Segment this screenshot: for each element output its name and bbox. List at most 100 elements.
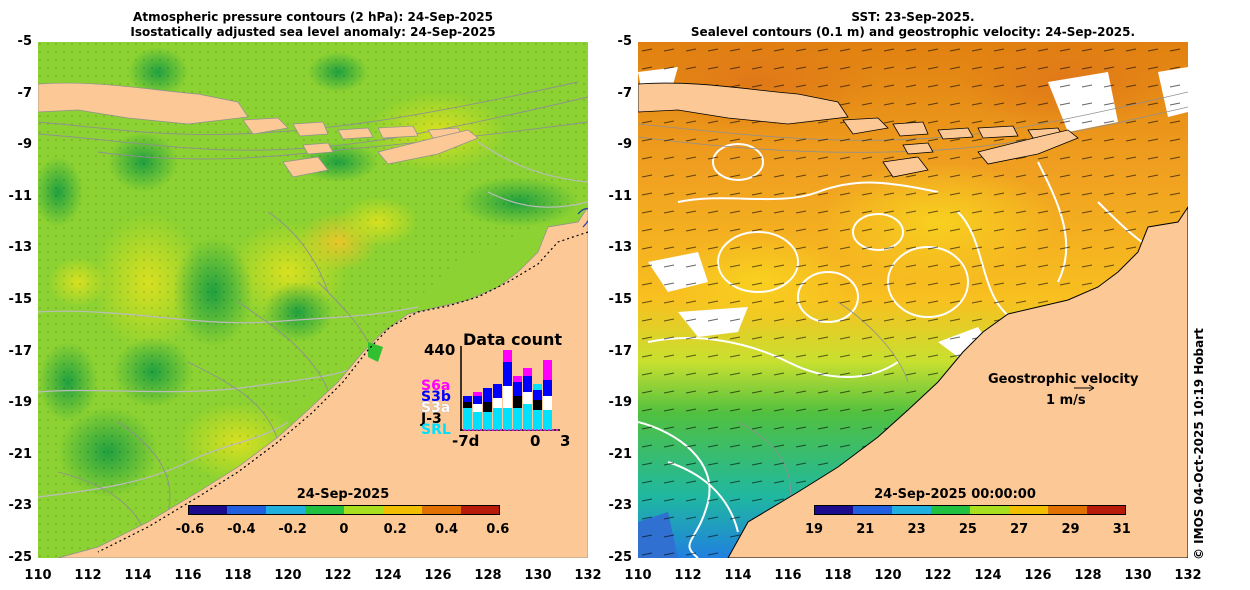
right-xtick-120: 120: [874, 568, 902, 583]
left-colorbar-tick-6: 0.6: [486, 522, 510, 537]
data-count-x-mid: 0: [530, 432, 541, 450]
right-colorbar-segment: [1048, 505, 1088, 515]
data-count-x-right: 3: [560, 432, 571, 450]
left-title-line2: Isostatically adjusted sea level anomaly…: [130, 25, 496, 39]
right-ytick-neg15: -15: [608, 292, 633, 307]
pressure-contours: [38, 141, 588, 498]
left-colorbar-segment: [422, 505, 462, 515]
left-ytick-neg11: -11: [8, 188, 33, 204]
data-count-histogram: [460, 346, 560, 431]
left-ytick-neg23: -23: [8, 498, 33, 514]
data-count-x-left: -7d: [452, 432, 480, 450]
left-xtick-122: 122: [324, 568, 352, 583]
right-colorbar-tick-2: 23: [907, 522, 926, 537]
left-xtick-128: 128: [474, 568, 502, 583]
right-ytick-neg11: -11: [608, 188, 633, 204]
right-xtick-112: 112: [674, 568, 702, 583]
right-title-line1: SST: 23-Sep-2025.: [851, 10, 975, 24]
right-panel-title: SST: 23-Sep-2025. Sealevel contours (0.1…: [638, 10, 1188, 40]
right-ytick-neg7: -7: [617, 85, 632, 101]
left-xtick-114: 114: [124, 568, 152, 583]
data-count-title: Data count: [463, 330, 562, 349]
right-colorbar-segment: [931, 505, 971, 515]
right-xtick-126: 126: [1024, 568, 1052, 583]
right-colorbar-segment: [1087, 505, 1126, 515]
right-colorbar-border: [814, 505, 1126, 515]
left-xtick-126: 126: [424, 568, 452, 583]
right-xtick-114: 114: [724, 568, 752, 583]
mission-label-s3b: S3b: [421, 389, 451, 405]
left-ytick-neg15: -15: [8, 292, 33, 307]
left-xtick-124: 124: [374, 568, 402, 583]
mission-label-j-3: J-3: [421, 411, 442, 427]
data-count-max: 440: [424, 341, 456, 359]
sea-level-anomaly-map: [38, 42, 588, 558]
right-ytick-neg25: -25: [608, 550, 633, 565]
left-colorbar-tick-4: 0.2: [383, 522, 407, 537]
left-ytick-neg7: -7: [17, 85, 32, 101]
left-colorbar-segment: [344, 505, 384, 515]
right-xtick-116: 116: [774, 568, 802, 583]
left-colorbar-border: [188, 505, 500, 515]
left-title-line1: Atmospheric pressure contours (2 hPa): 2…: [133, 10, 493, 24]
right-colorbar-segment: [892, 505, 932, 515]
indonesia-islands: [38, 82, 479, 178]
right-ytick-neg23: -23: [608, 498, 633, 514]
left-ytick-neg21: -21: [8, 446, 33, 462]
left-panel-title: Atmospheric pressure contours (2 hPa): 2…: [38, 10, 588, 40]
left-colorbar: [188, 505, 500, 515]
right-ytick-neg13: -13: [608, 240, 633, 256]
right-ytick-neg5: -5: [617, 34, 632, 49]
right-xtick-130: 130: [1124, 568, 1152, 583]
left-xtick-130: 130: [524, 568, 552, 583]
right-colorbar-tick-3: 25: [958, 522, 977, 537]
sst-australia-land: [727, 206, 1188, 558]
left-colorbar-segment: [227, 505, 267, 515]
mission-label-s3a: S3a: [421, 400, 451, 416]
left-xtick-116: 116: [174, 568, 202, 583]
right-xtick-128: 128: [1074, 568, 1102, 583]
left-colorbar-tick-1: -0.4: [227, 522, 256, 537]
right-xtick-124: 124: [974, 568, 1002, 583]
coastal-anomaly: [368, 342, 383, 362]
sst-map: [638, 42, 1188, 558]
left-ytick-neg17: -17: [8, 343, 33, 359]
right-colorbar-tick-0: 19: [804, 522, 824, 537]
right-xtick-110: 110: [624, 568, 652, 583]
left-xtick-112: 112: [74, 568, 102, 583]
left-colorbar-tick-0: -0.6: [175, 522, 205, 537]
left-colorbar-tick-3: 0: [339, 522, 349, 537]
left-xtick-110: 110: [24, 568, 52, 583]
left-xtick-118: 118: [224, 568, 252, 583]
copyright-label: © IMOS 04-Oct-2025 10:19 Hobart: [1192, 328, 1206, 560]
left-colorbar-segment: [266, 505, 306, 515]
right-colorbar-segment: [970, 505, 1010, 515]
left-ytick-neg13: -13: [8, 240, 33, 256]
left-colorbar-segment: [305, 505, 345, 515]
sea-level-anomaly-svg: [38, 42, 588, 558]
sst-indonesia-islands: [638, 82, 1079, 178]
right-colorbar-segment: [1009, 505, 1049, 515]
left-ytick-neg25: -25: [8, 550, 33, 565]
right-colorbar-tick-1: 21: [856, 522, 875, 537]
right-colorbar-segment: [853, 505, 893, 515]
left-colorbar-tick-2: -0.2: [278, 522, 307, 537]
right-xtick-118: 118: [824, 568, 852, 583]
left-xtick-132: 132: [574, 568, 602, 583]
right-colorbar-segment: [814, 505, 854, 515]
left-colorbar-segment: [461, 505, 500, 515]
right-xtick-122: 122: [924, 568, 952, 583]
right-colorbar-title: 24-Sep-2025 00:00:00: [874, 487, 1036, 502]
left-ytick-neg9: -9: [17, 137, 32, 153]
right-ytick-neg9: -9: [617, 137, 632, 153]
right-colorbar-tick-6: 31: [1112, 522, 1131, 537]
right-ytick-neg21: -21: [608, 446, 633, 462]
right-colorbar-tick-4: 27: [1010, 522, 1029, 537]
right-ytick-neg19: -19: [608, 395, 633, 411]
left-colorbar-segment: [188, 505, 228, 515]
velocity-legend-title: Geostrophic velocity: [988, 372, 1139, 387]
left-colorbar-tick-5: 0.4: [434, 522, 459, 537]
right-xtick-132: 132: [1174, 568, 1202, 583]
left-colorbar-segment: [383, 505, 423, 515]
left-ytick-neg19: -19: [8, 395, 33, 411]
